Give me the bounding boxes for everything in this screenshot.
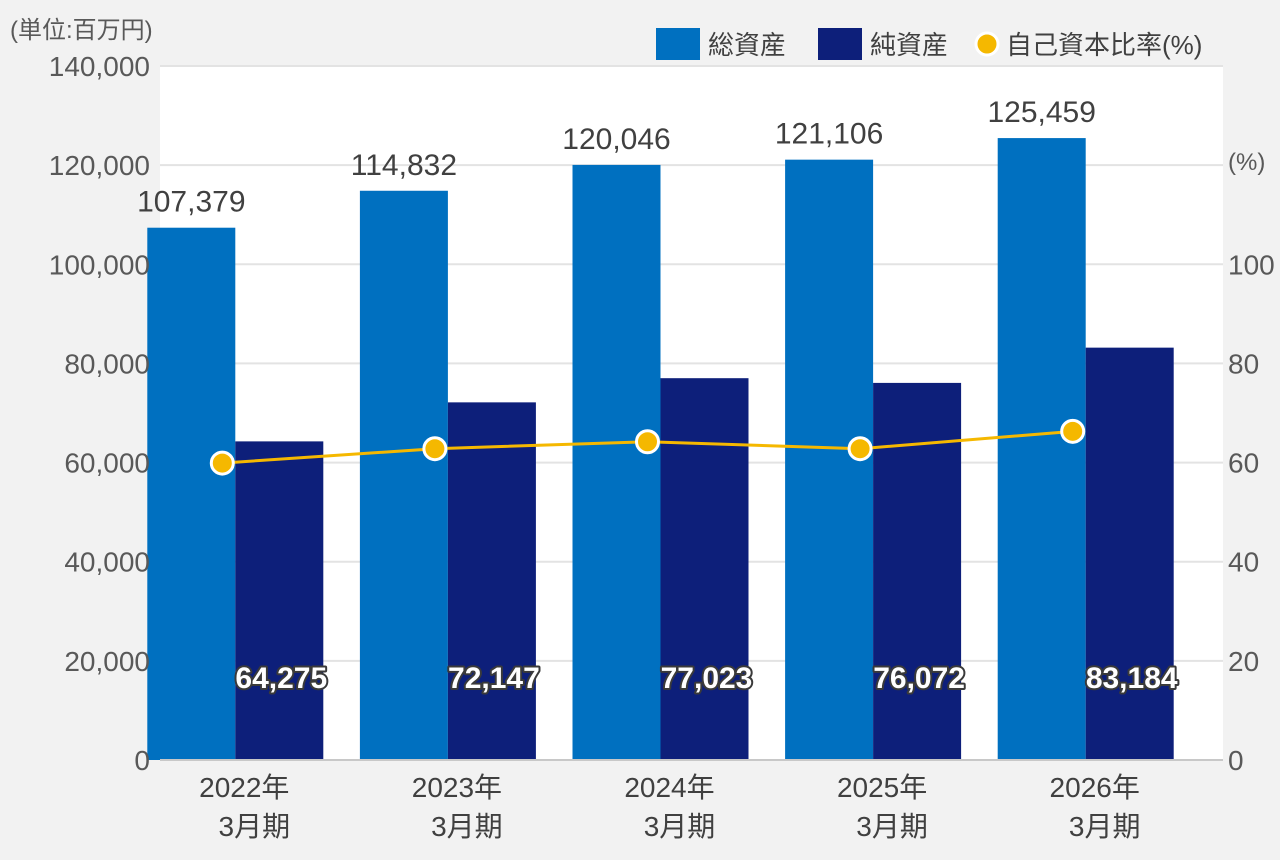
left-axis-tick: 60,000	[64, 448, 150, 479]
right-axis-tick: 20	[1228, 646, 1259, 677]
ratio-point	[847, 436, 873, 462]
x-category-period: 3月期	[644, 811, 716, 842]
left-unit-label: (単位:百万円)	[10, 17, 153, 44]
net-assets-label: 83,184	[1086, 662, 1178, 695]
left-axis-tick: 80,000	[64, 348, 150, 379]
right-axis-tick: 60	[1228, 448, 1259, 479]
x-category-period: 3月期	[856, 811, 928, 842]
total-assets-label: 121,106	[775, 118, 883, 151]
left-axis-tick: 140,000	[49, 51, 150, 82]
left-axis-tick: 0	[134, 745, 150, 776]
right-axis-tick: 0	[1228, 745, 1244, 776]
ratio-point	[209, 450, 235, 476]
x-category-year: 2023年	[412, 772, 502, 803]
total-assets-label: 125,459	[987, 96, 1095, 129]
x-category-year: 2026年	[1050, 772, 1140, 803]
x-category-period: 3月期	[219, 811, 291, 842]
total-assets-label: 114,832	[351, 149, 457, 182]
right-axis-tick: 100	[1228, 249, 1275, 280]
legend: 総資産 純資産 自己資本比率(%)	[656, 28, 1202, 60]
bar-total-assets	[359, 190, 448, 761]
net-assets-label: 72,147	[448, 662, 540, 695]
total-assets-label: 120,046	[562, 123, 670, 156]
x-category-year: 2025年	[837, 772, 927, 803]
x-category-year: 2022年	[199, 772, 289, 803]
ratio-point	[422, 436, 448, 462]
axes: 020,00040,00060,00080,000100,000120,0001…	[10, 17, 1275, 842]
legend-label-ratio: 自己資本比率(%)	[1006, 30, 1202, 60]
left-axis-tick: 20,000	[64, 646, 150, 677]
net-assets-label: 64,275	[235, 662, 327, 695]
bar-net-assets	[235, 441, 324, 760]
bar-net-assets	[447, 402, 536, 760]
total-assets-label: 107,379	[137, 186, 245, 219]
left-axis-tick: 40,000	[64, 547, 150, 578]
bar-net-assets	[660, 378, 749, 760]
x-category-period: 3月期	[1069, 811, 1141, 842]
legend-swatch-total	[656, 28, 700, 60]
legend-label-total: 総資産	[708, 30, 786, 60]
net-assets-label: 76,072	[873, 662, 965, 695]
legend-label-net: 純資産	[870, 30, 948, 60]
right-unit-label: (%)	[1228, 149, 1265, 176]
bar-total-assets	[572, 164, 661, 761]
ratio-line	[209, 418, 1086, 476]
bar-net-assets	[873, 382, 962, 760]
bar-net-assets	[1085, 347, 1174, 760]
ratio-point	[635, 429, 660, 455]
data-labels: 107,379 64,275 114,832 72,147 120,046 77,023 1…	[137, 96, 1180, 697]
right-axis-tick: 80	[1228, 348, 1259, 379]
x-category-year: 2024年	[624, 772, 714, 803]
net-assets-label: 77,023	[661, 662, 753, 695]
bars	[147, 138, 1174, 761]
bar-total-assets	[997, 138, 1086, 761]
left-axis-tick: 100,000	[49, 249, 150, 280]
left-axis-tick: 120,000	[49, 150, 150, 181]
ratio-point	[1060, 418, 1086, 444]
x-category-period: 3月期	[431, 811, 503, 842]
legend-marker-ratio	[974, 31, 1000, 57]
legend-swatch-net	[818, 28, 862, 60]
bar-total-assets	[147, 227, 236, 760]
right-axis-tick: 40	[1228, 547, 1259, 578]
